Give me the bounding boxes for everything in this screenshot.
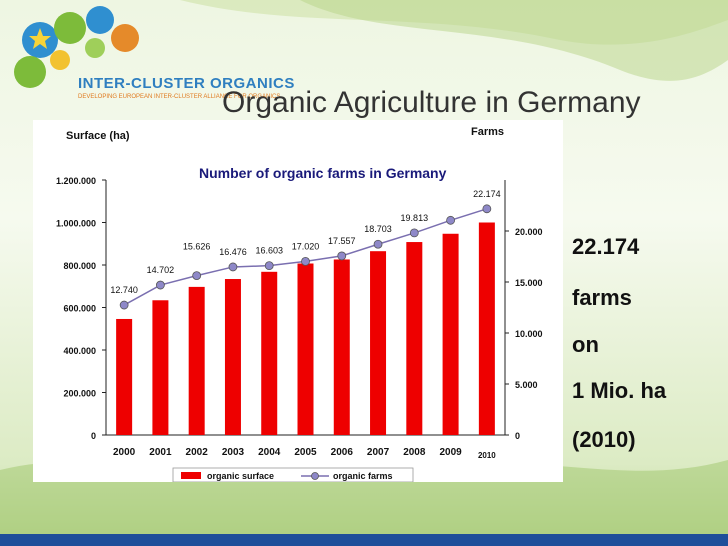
side-text-farms: farms [572,285,632,310]
organic-farms-chart: Surface (ha) Farms Number of organic far… [56,126,543,482]
organic-surface-bar [370,251,387,435]
x-tick-label: 2005 [294,447,317,458]
x-tick-label: 2008 [403,447,426,458]
x-tick-label: 2000 [113,447,136,458]
x-tick-label: 2010 [478,451,496,460]
x-tick-label: 2002 [186,447,209,458]
side-text-count: 22.174 [572,234,640,259]
organic-farms-data-label: 15.626 [183,242,211,252]
organic-farms-point [156,280,165,290]
left-tick-label: 1.000.000 [56,219,96,229]
right-tick-label: 0 [515,431,520,441]
logo-subtitle: DEVELOPING EUROPEAN INTER-CLUSTER ALLIAN… [78,94,281,100]
right-tick-label: 15.000 [515,278,543,288]
x-tick-label: 2006 [331,447,354,458]
x-tick-label: 2004 [258,447,281,458]
organic-farms-data-label: 16.603 [255,246,283,256]
x-tick-label: 2009 [439,447,462,458]
organic-farms-data-label: 16.476 [219,247,247,257]
bottom-band [0,534,728,546]
organic-surface-bar [406,242,423,435]
legend-marker-swatch [311,472,319,480]
legend-farms-label: organic farms [333,471,393,481]
legend-surface-label: organic surface [207,471,274,481]
organic-farms-point [337,251,347,261]
organic-farms-point [482,204,492,214]
organic-farms-point [409,228,419,238]
organic-farms-data-label: 17.557 [328,236,356,246]
slide-title: Organic Agriculture in Germany [222,86,641,119]
x-tick-label: 2003 [222,447,245,458]
left-tick-label: 0 [91,431,96,441]
left-tick-label: 200.000 [63,389,96,399]
side-text-area: 1 Mio. ha [572,378,667,403]
organic-farms-point [228,262,238,272]
organic-farms-point [446,215,455,225]
right-tick-label: 20.000 [515,227,543,237]
left-tick-label: 800.000 [63,261,96,271]
side-text-on: on [572,332,599,357]
left-tick-label: 400.000 [63,346,96,356]
organic-farms-data-label: 19.813 [401,213,429,223]
left-tick-label: 1.200.000 [56,176,96,186]
organic-farms-data-label: 12.740 [110,285,138,295]
right-axis-label: Farms [471,126,504,138]
organic-surface-bar [224,279,241,435]
organic-surface-bar [261,271,278,435]
organic-farms-point [301,256,310,266]
logo-text: INTER-CLUSTER ORGANICS [78,75,295,92]
organic-farms-point [119,300,129,310]
logo [14,6,139,88]
organic-surface-bar [188,286,205,435]
x-tick-label: 2007 [367,447,390,458]
organic-surface-bar [333,259,350,435]
right-tick-label: 10.000 [515,329,543,339]
organic-farms-data-label: 18.703 [364,224,392,234]
organic-farms-point [264,261,274,271]
organic-farms-point [192,271,202,281]
x-tick-label: 2001 [149,447,172,458]
organic-farms-data-label: 17.020 [292,241,320,251]
organic-surface-bar [478,222,495,435]
organic-surface-bar [442,233,459,435]
organic-surface-bar [152,300,169,435]
organic-farms-point [373,239,383,249]
left-axis-label: Surface (ha) [66,130,130,142]
left-tick-label: 600.000 [63,304,96,314]
organic-surface-bar [116,318,133,435]
side-text-year: (2010) [572,427,636,452]
right-tick-label: 5.000 [515,380,538,390]
organic-farms-data-label: 22.174 [473,189,501,199]
chart-title: Number of organic farms in Germany [199,165,447,181]
legend-bar-swatch [181,472,201,479]
organic-farms-data-label: 14.702 [147,265,175,275]
legend-box [172,467,414,482]
organic-surface-bar [297,263,314,435]
